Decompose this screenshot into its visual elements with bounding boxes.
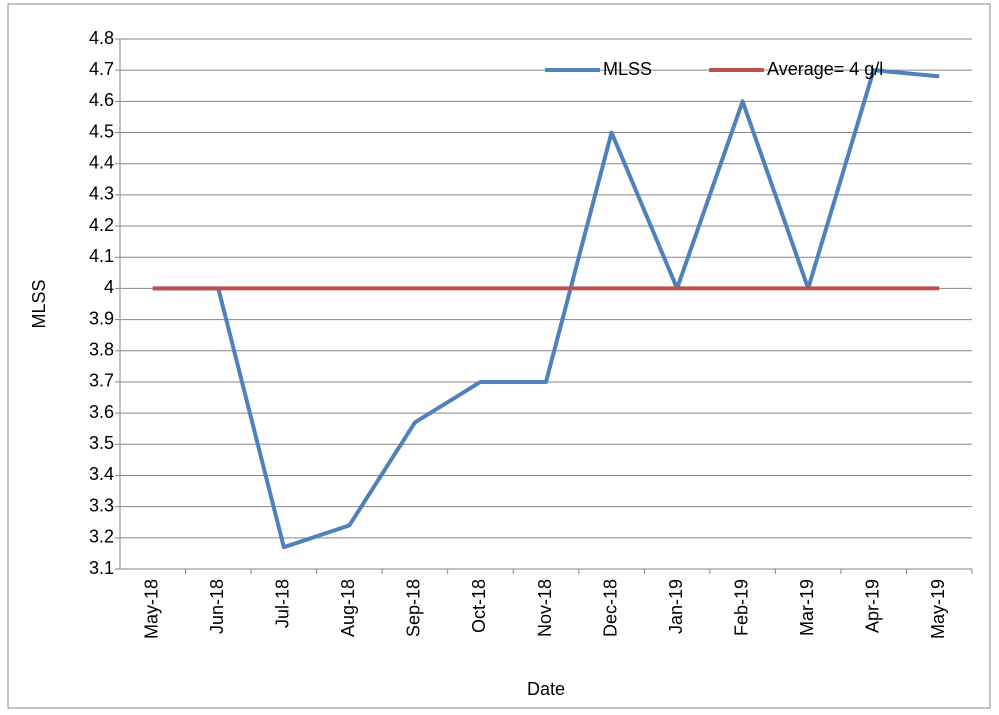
legend-label: MLSS — [603, 59, 652, 79]
y-tick-label: 3.5 — [89, 433, 114, 453]
y-tick-label: 4.1 — [89, 246, 114, 266]
x-tick-label: Jun-18 — [207, 579, 227, 634]
x-tick-label: Jan-19 — [666, 579, 686, 634]
x-tick-label: May-18 — [142, 579, 162, 639]
y-tick-label: 3.2 — [89, 527, 114, 547]
y-tick-label: 3.1 — [89, 558, 114, 578]
x-tick-label: Aug-18 — [338, 579, 358, 637]
y-tick-label: 3.4 — [89, 464, 114, 484]
x-tick-label: Apr-19 — [862, 579, 882, 633]
y-tick-label: 4.5 — [89, 121, 114, 141]
x-tick-label: Oct-18 — [469, 579, 489, 633]
y-tick-label: 4.7 — [89, 59, 114, 79]
x-tick-label: Nov-18 — [535, 579, 555, 637]
x-tick-label: Jul-18 — [273, 579, 293, 628]
y-tick-label: 3.6 — [89, 402, 114, 422]
chart-border — [7, 3, 991, 709]
y-tick-label: 4.4 — [89, 152, 114, 172]
x-tick-label: Feb-19 — [731, 579, 751, 636]
x-tick-label: Dec-18 — [600, 579, 620, 637]
x-tick-label: May-19 — [928, 579, 948, 639]
y-tick-label: 4.3 — [89, 184, 114, 204]
y-tick-label: 3.3 — [89, 495, 114, 515]
y-axis-label: MLSS — [29, 279, 49, 328]
legend-label: Average= 4 g/l — [767, 59, 883, 79]
y-tick-label: 4 — [104, 277, 114, 297]
y-tick-label: 4.6 — [89, 90, 114, 110]
y-tick-label: 3.9 — [89, 308, 114, 328]
x-tick-label: Sep-18 — [404, 579, 424, 637]
x-tick-label: Mar-19 — [797, 579, 817, 636]
y-tick-label: 4.2 — [89, 215, 114, 235]
y-tick-label: 3.8 — [89, 340, 114, 360]
y-tick-label: 3.7 — [89, 371, 114, 391]
x-axis-label: Date — [527, 679, 565, 699]
y-tick-label: 4.8 — [89, 28, 114, 48]
